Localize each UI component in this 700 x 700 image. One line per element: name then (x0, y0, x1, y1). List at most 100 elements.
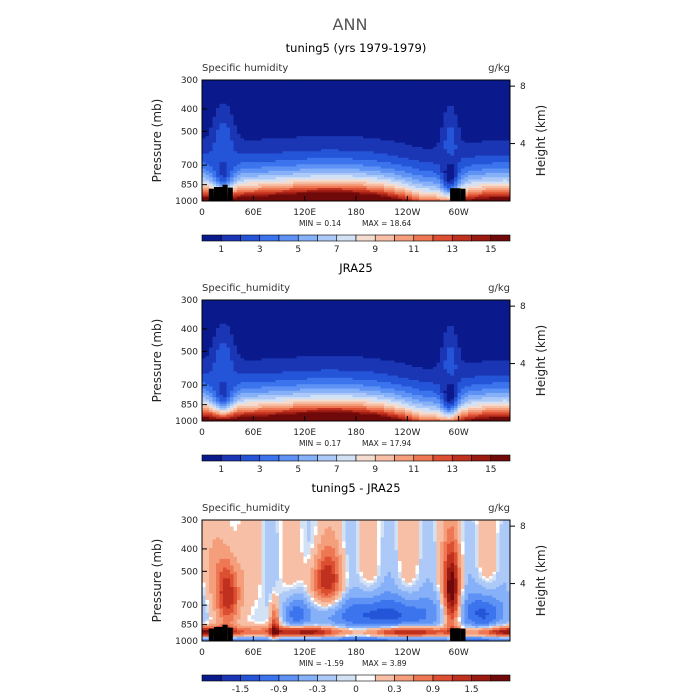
contour-cell (450, 127, 455, 131)
contour-cell (261, 101, 266, 105)
contour-cell (331, 112, 336, 115)
contour-cell (310, 138, 315, 141)
contour-cell (426, 123, 430, 126)
contour-cell (370, 112, 374, 115)
contour-cell (443, 95, 448, 98)
contour-cell (398, 95, 402, 98)
contour-cell (356, 118, 360, 122)
contour-cell (440, 140, 444, 144)
contour-cell (422, 116, 427, 120)
contour-cell (230, 114, 234, 118)
contour-cell (268, 136, 273, 139)
contour-cell (219, 112, 224, 115)
contour-cell (478, 138, 483, 141)
contour-cell (209, 105, 213, 109)
contour-cell (412, 123, 416, 126)
contour-cell (377, 99, 381, 103)
contour-cell (440, 84, 444, 87)
contour-cell (268, 114, 273, 118)
contour-cell (457, 90, 462, 94)
contour-cell (275, 116, 280, 120)
contour-cell (310, 86, 315, 90)
contour-cell (503, 105, 507, 109)
contour-cell (471, 90, 476, 94)
contour-cell (387, 92, 392, 96)
contour-cell (258, 105, 262, 109)
contour-cell (356, 112, 360, 115)
contour-cell (205, 146, 210, 150)
contour-cell (307, 118, 311, 122)
contour-cell (492, 127, 497, 131)
contour-cell (237, 103, 241, 107)
contour-cell (261, 103, 266, 107)
contour-field (202, 80, 511, 202)
contour-cell (415, 112, 420, 115)
contour-cell (419, 90, 423, 94)
contour-cell (247, 121, 252, 124)
contour-cell (499, 103, 504, 107)
contour-cell (387, 110, 392, 113)
contour-cell (401, 80, 406, 83)
contour-cell (401, 136, 406, 139)
contour-cell (471, 134, 476, 137)
contour-cell (251, 97, 255, 100)
contour-cell (205, 131, 210, 135)
contour-cell (279, 114, 283, 118)
contour-cell (219, 84, 224, 87)
contour-cell (244, 116, 248, 120)
contour-cell (223, 92, 227, 96)
contour-cell (233, 86, 238, 90)
contour-cell (286, 112, 290, 115)
contour-cell (461, 127, 465, 131)
contour-cell (331, 116, 336, 120)
contour-cell (408, 142, 413, 146)
contour-cell (328, 144, 332, 148)
contour-cell (450, 112, 455, 115)
contour-cell (247, 144, 252, 148)
contour-cell (377, 131, 381, 135)
contour-cell (349, 142, 353, 146)
contour-cell (356, 127, 360, 131)
contour-cell (212, 131, 217, 135)
contour-cell (258, 116, 262, 120)
contour-cell (216, 88, 220, 92)
contour-cell (415, 131, 420, 135)
contour-cell (342, 144, 346, 148)
contour-cell (450, 138, 455, 141)
contour-cell (440, 116, 444, 120)
contour-cell (205, 86, 210, 90)
contour-cell (370, 136, 374, 139)
contour-cell (447, 118, 451, 122)
contour-cell (478, 80, 483, 83)
contour-cell (440, 134, 444, 137)
contour-cell (387, 131, 392, 135)
contour-cell (247, 125, 252, 128)
contour-cell (230, 144, 234, 148)
contour-cell (272, 140, 276, 144)
contour-cell (408, 95, 413, 98)
contour-cell (223, 82, 227, 85)
contour-cell (419, 129, 423, 133)
contour-cell (324, 97, 329, 100)
contour-cell (209, 80, 213, 83)
contour-cell (363, 136, 367, 139)
contour-cell (300, 82, 304, 85)
contour-cell (317, 118, 322, 122)
colorbar-swatch (451, 234, 472, 242)
contour-cell (321, 116, 325, 120)
contour-cell (394, 110, 399, 113)
contour-cell (419, 105, 423, 109)
contour-cell (471, 129, 476, 133)
contour-cell (219, 131, 224, 135)
contour-cell (412, 88, 416, 92)
contour-cell (475, 123, 479, 126)
colorbar-swatch (278, 234, 299, 242)
contour-cell (387, 121, 392, 124)
contour-cell (317, 80, 322, 83)
contour-cell (310, 84, 315, 87)
contour-cell (485, 134, 490, 137)
contour-cell (359, 127, 364, 131)
contour-cell (373, 116, 378, 120)
contour-cell (282, 110, 287, 113)
contour-cell (485, 112, 490, 115)
